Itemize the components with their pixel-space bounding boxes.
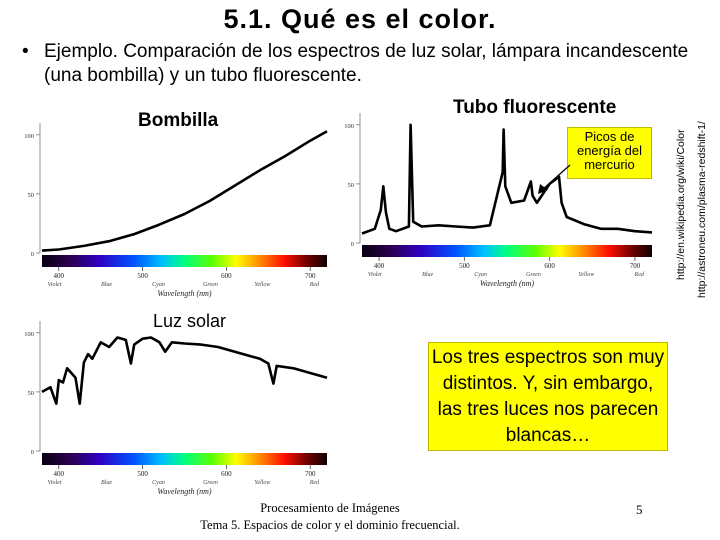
bullet-marker: •	[22, 41, 29, 62]
spectrum-band	[362, 245, 652, 257]
y-tick-label: 0	[31, 449, 34, 456]
bulb-label: Bombilla	[138, 110, 219, 131]
annotation-arrow	[538, 164, 571, 194]
footer: Procesamiento de Imágenes Tema 5. Espaci…	[150, 500, 510, 534]
color-name-label: Red	[634, 272, 645, 278]
y-tick-label: 50	[28, 390, 35, 397]
sun-label: Luz solar	[153, 311, 227, 331]
spectrum-band	[42, 453, 327, 465]
x-tick-label: 400	[374, 262, 385, 270]
sun-spectrum-chart: 0 50 100 400 500 600 700 Violet Blue Cyan Green Yel…	[24, 321, 328, 496]
spectrum-band	[42, 255, 327, 267]
footer-line-1: Procesamiento de Imágenes	[260, 501, 400, 515]
x-tick-label: 500	[459, 262, 470, 270]
mercury-peaks-annotation: Picos de energía del mercurio	[567, 127, 652, 179]
y-tick-label: 0	[31, 251, 34, 258]
color-name-label: Blue	[422, 272, 433, 278]
x-axis-label: Wavelength (nm)	[157, 289, 211, 298]
x-axis-label: Wavelength (nm)	[157, 487, 211, 496]
bullet-body: . Comparación de los espectros de luz so…	[44, 41, 689, 86]
color-name-label: Green	[526, 272, 541, 278]
tube-spectrum-chart: 0 50 100 400 500 600 700 Violet Blue Cyan Green Yel…	[344, 113, 653, 288]
x-tick-label: 600	[221, 470, 232, 478]
color-name-label: Green	[203, 480, 218, 486]
color-name-label: Cyan	[474, 272, 487, 278]
y-tick-label: 50	[348, 182, 355, 189]
tube-label: Tubo fluorescente	[453, 97, 617, 118]
y-tick-label: 50	[28, 192, 35, 199]
page-number: 5	[636, 502, 643, 517]
y-tick-label: 100	[24, 133, 34, 140]
x-tick-label: 400	[54, 470, 65, 478]
spectrum-curve	[41, 336, 328, 405]
color-name-label: Cyan	[152, 480, 165, 486]
color-name-label: Cyan	[152, 282, 165, 288]
x-tick-label: 600	[544, 262, 555, 270]
color-name-label: Red	[309, 480, 320, 486]
color-name-label: Yellow	[578, 272, 594, 278]
spectrum-curve	[361, 123, 653, 235]
bulb-spectrum-chart: 0 50 100 400 500 600 700 Violet Blue Cyan Green Yel…	[24, 123, 328, 298]
page-title: 5.1. Qué es el color.	[223, 4, 497, 34]
footer-line-2: Tema 5. Espacios de color y el dominio f…	[200, 518, 460, 532]
color-name-label: Blue	[101, 480, 112, 486]
y-tick-label: 0	[351, 241, 354, 248]
y-tick-label: 100	[344, 123, 354, 130]
color-name-label: Green	[203, 282, 218, 288]
x-tick-label: 700	[630, 262, 641, 270]
spectrum-curve	[41, 130, 328, 252]
color-name-label: Yellow	[255, 282, 271, 288]
x-axis-label: Wavelength (nm)	[480, 279, 534, 288]
x-tick-label: 700	[305, 272, 316, 280]
bullet-lead: Ejemplo	[44, 41, 113, 62]
x-tick-label: 600	[221, 272, 232, 280]
color-name-label: Yellow	[255, 480, 271, 486]
color-name-label: Red	[309, 282, 320, 288]
source-url-1: http://en.wikipedia.org/wiki/Color	[675, 129, 687, 280]
x-tick-label: 700	[305, 470, 316, 478]
color-name-label: Violet	[48, 480, 62, 486]
x-tick-label: 500	[137, 272, 148, 280]
source-url-2: http://astroneu.com/plasma-redshift-1/	[696, 121, 708, 298]
conclusion-callout: Los tres espectros son muy distintos. Y,…	[428, 342, 668, 451]
color-name-label: Violet	[48, 282, 62, 288]
x-tick-label: 500	[137, 470, 148, 478]
y-tick-label: 100	[24, 331, 34, 338]
x-tick-label: 400	[54, 272, 65, 280]
bullet-text: Ejemplo. Comparación de los espectros de…	[44, 40, 694, 88]
color-name-label: Violet	[368, 272, 382, 278]
color-name-label: Blue	[101, 282, 112, 288]
